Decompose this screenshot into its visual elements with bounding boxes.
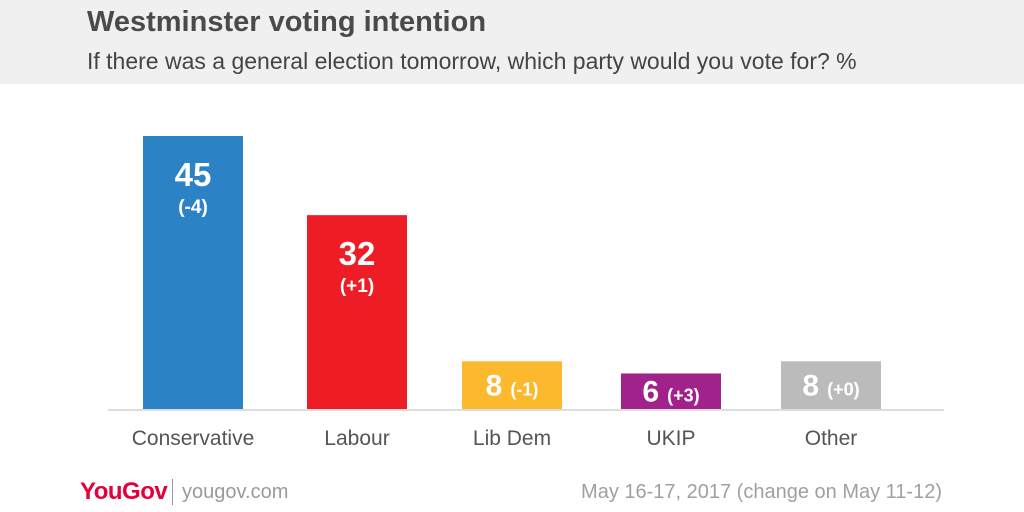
bar-ukip <box>621 373 721 410</box>
footer-separator <box>172 479 173 505</box>
chart-header: Westminster voting intention If there wa… <box>0 0 1024 84</box>
bar-conservative <box>143 136 243 410</box>
fieldwork-dates: May 16-17, 2017 (change on May 11-12) <box>581 481 942 503</box>
bar-lib-dem <box>462 361 562 410</box>
bar-label-ukip: 6 (+3) <box>642 376 699 409</box>
category-label-ukip: UKIP <box>646 427 695 450</box>
category-label-other: Other <box>805 427 858 450</box>
bar-label-other: 8 (+0) <box>802 370 859 403</box>
bar-change-conservative: (-4) <box>178 197 208 218</box>
footer-website: yougov.com <box>182 481 289 503</box>
category-label-labour: Labour <box>324 427 389 450</box>
yougov-logo: YouGov <box>80 478 168 505</box>
bar-change-labour: (+1) <box>340 276 374 297</box>
category-label-lib-dem: Lib Dem <box>473 427 551 450</box>
bar-value-labour: 32 <box>339 235 376 272</box>
bar-chart: 45 (-4) Conservative 32 (+1) Labour 8 (-1) Lib D… <box>108 136 944 450</box>
bar-labour <box>307 215 407 410</box>
bar-other <box>781 361 881 410</box>
bar-label-lib-dem: 8 (-1) <box>486 370 539 403</box>
category-label-conservative: Conservative <box>132 427 255 450</box>
bar-value-conservative: 45 <box>175 156 212 193</box>
bars-group: 45 (-4) Conservative 32 (+1) Labour 8 (-1) Lib D… <box>132 136 881 450</box>
chart-subtitle: If there was a general election tomorrow… <box>87 48 857 74</box>
chart-title: Westminster voting intention <box>87 6 487 38</box>
